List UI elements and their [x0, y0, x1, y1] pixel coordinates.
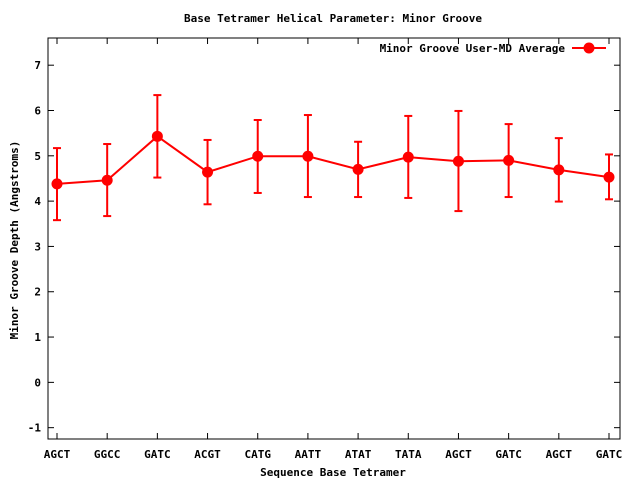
data-point	[252, 150, 264, 162]
data-point	[603, 171, 615, 183]
series	[51, 130, 615, 190]
x-tick-label: TATA	[395, 448, 422, 461]
y-tick-label: 5	[34, 150, 41, 163]
x-tick-label: GGCC	[94, 448, 121, 461]
x-tick-label: ATAT	[345, 448, 372, 461]
data-point	[352, 163, 364, 175]
legend-label: Minor Groove User-MD Average	[380, 42, 566, 55]
y-tick-label: 6	[34, 104, 41, 117]
x-tick-label: AATT	[295, 448, 322, 461]
data-point	[452, 155, 464, 167]
x-tick-label: AGCT	[44, 448, 71, 461]
data-point	[402, 151, 414, 163]
legend: Minor Groove User-MD Average	[380, 42, 606, 55]
x-tick-label: ACGT	[194, 448, 221, 461]
chart-title: Base Tetramer Helical Parameter: Minor G…	[184, 12, 482, 25]
x-tick-label: CATG	[244, 448, 271, 461]
y-tick-label: 7	[34, 59, 41, 72]
y-axis: -1 0 1 2 3 4 5 6 7	[28, 59, 620, 435]
data-point	[151, 130, 163, 142]
series-line	[56, 135, 610, 185]
x-tick-label: GATC	[144, 448, 171, 461]
data-point	[302, 150, 314, 162]
error-bars	[53, 94, 613, 222]
data-point	[101, 174, 113, 186]
data-point	[503, 154, 515, 166]
y-tick-label: 2	[34, 286, 41, 299]
x-axis: AGCT GGCC GATC ACGT CATG AATT ATAT TATA AGCT GATC…	[44, 38, 623, 461]
data-point	[553, 164, 565, 176]
data-point	[202, 166, 214, 178]
plot-frame	[47, 37, 621, 440]
data-point	[51, 178, 63, 190]
y-tick-label: 3	[34, 240, 41, 253]
y-tick-label: -1	[28, 422, 42, 435]
x-axis-label: Sequence Base Tetramer	[260, 466, 406, 479]
y-tick-label: 4	[34, 195, 41, 208]
x-tick-label: AGCT	[546, 448, 573, 461]
x-tick-label: GATC	[596, 448, 623, 461]
y-tick-label: 0	[34, 376, 41, 389]
legend-marker	[583, 42, 595, 54]
y-axis-label: Minor Groove Depth (Angstroms)	[8, 141, 21, 340]
x-tick-label: GATC	[495, 448, 522, 461]
x-tick-label: AGCT	[445, 448, 472, 461]
y-tick-label: 1	[34, 331, 41, 344]
